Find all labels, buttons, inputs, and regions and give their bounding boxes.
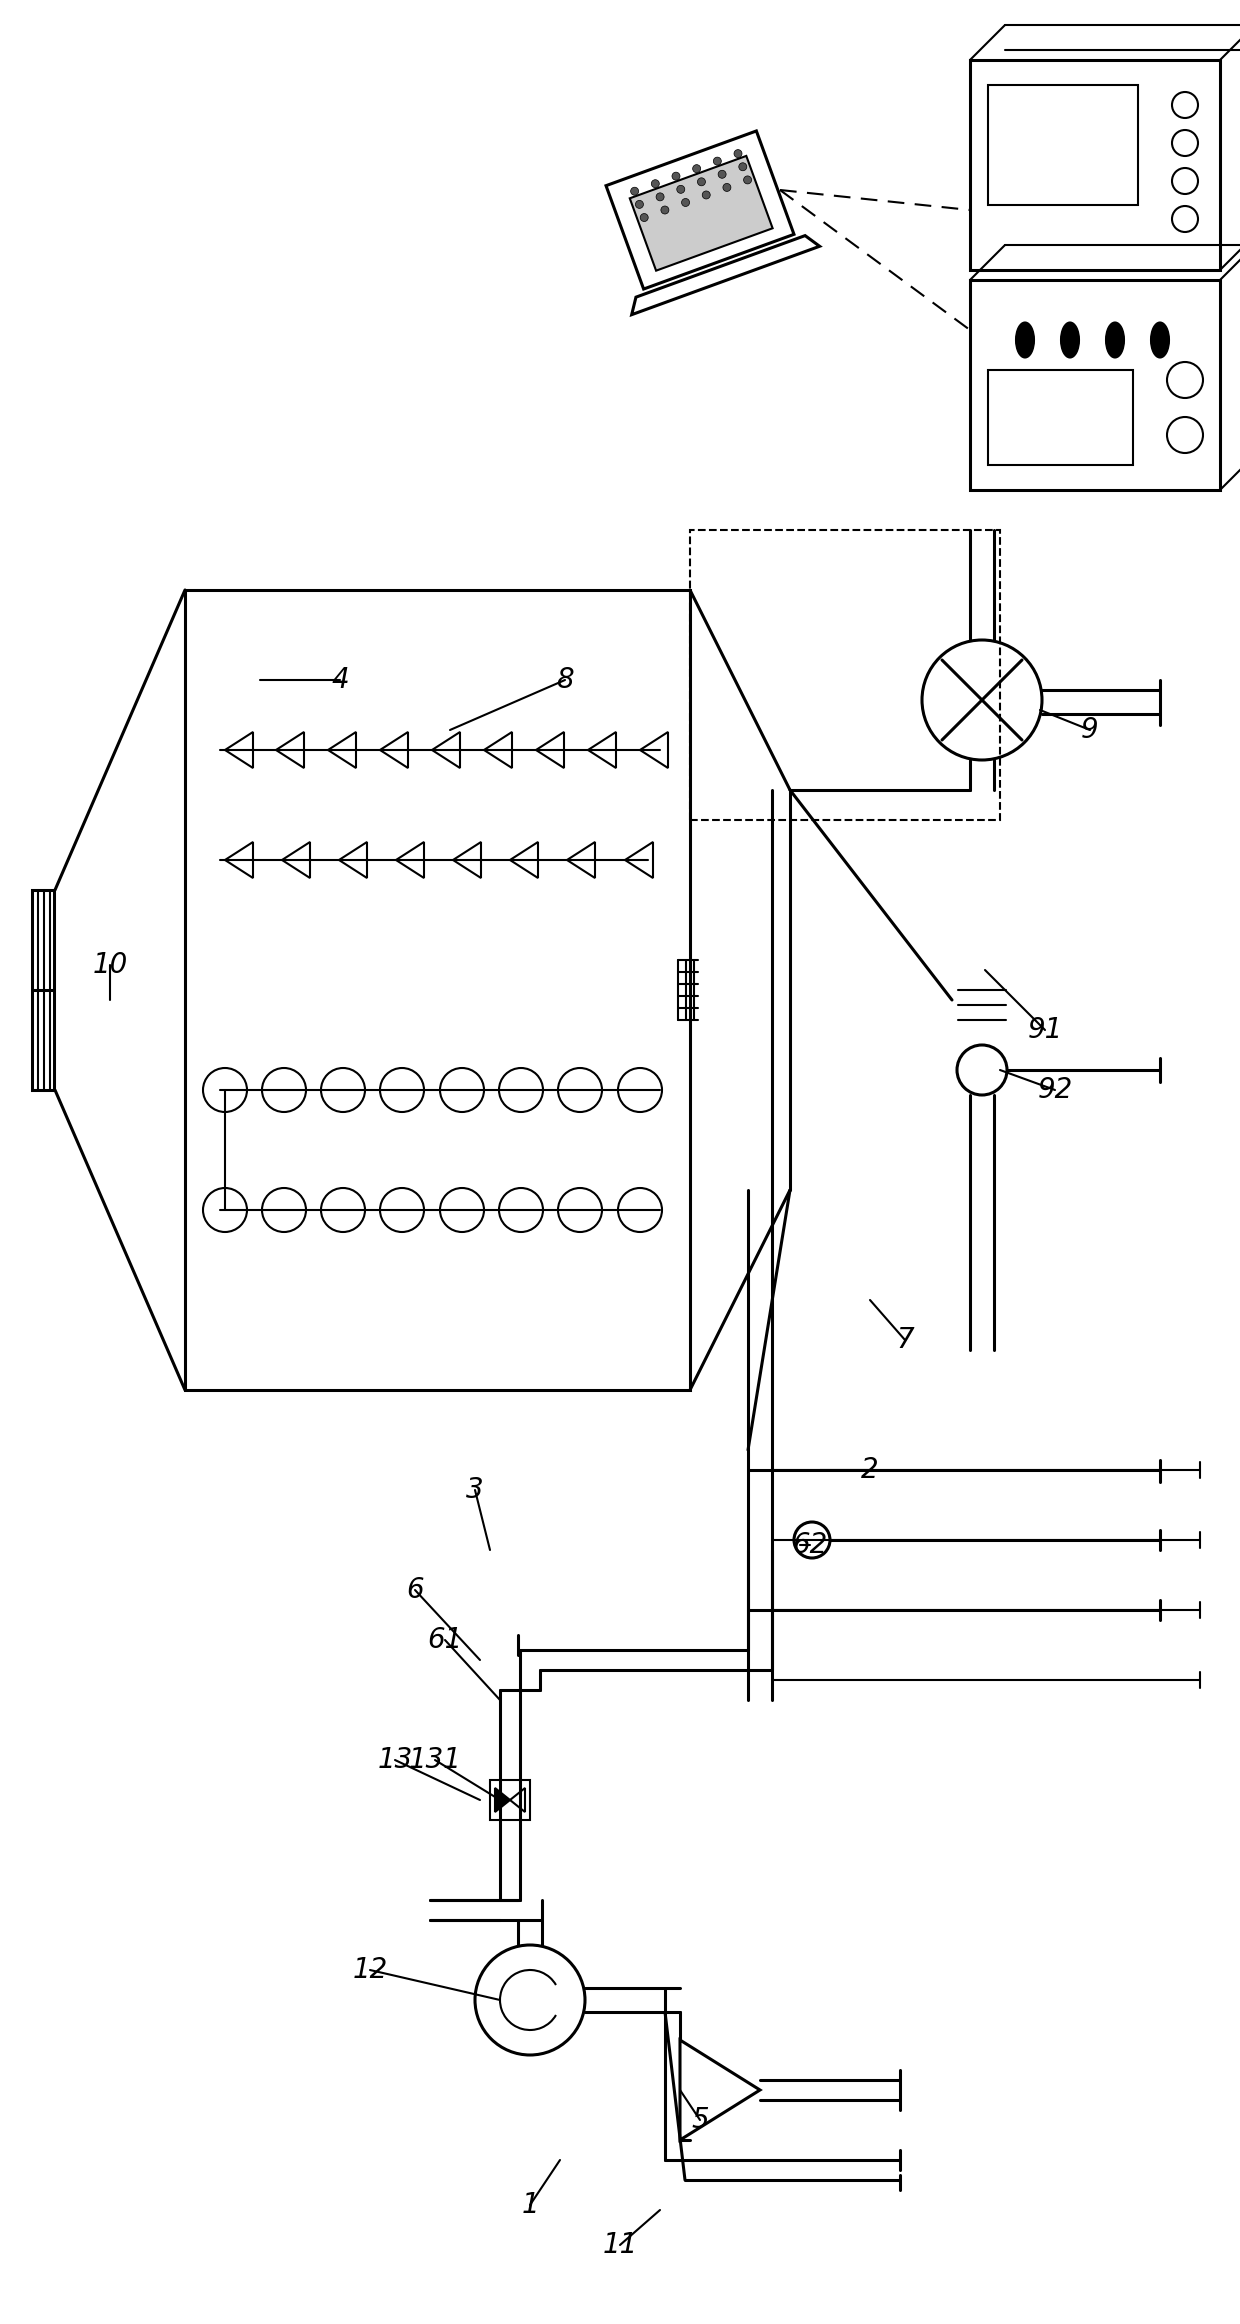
Text: 11: 11	[603, 2231, 637, 2259]
Circle shape	[677, 186, 684, 193]
Circle shape	[734, 149, 742, 158]
Text: 131: 131	[408, 1745, 461, 1773]
Ellipse shape	[1016, 323, 1034, 358]
Bar	[689, 530, 999, 820]
Text: 62: 62	[792, 1532, 827, 1559]
Circle shape	[718, 170, 727, 179]
Bar	[32, 890, 55, 1090]
Text: 91: 91	[1028, 1016, 1063, 1043]
Circle shape	[640, 214, 649, 221]
Bar	[970, 60, 1220, 270]
Text: 2: 2	[862, 1457, 879, 1485]
Text: 13: 13	[377, 1745, 413, 1773]
Circle shape	[672, 172, 680, 181]
Text: 8: 8	[557, 667, 574, 695]
Ellipse shape	[1106, 323, 1123, 358]
Bar	[185, 590, 689, 1390]
Text: 10: 10	[92, 951, 128, 978]
Circle shape	[744, 177, 751, 184]
Text: 9: 9	[1081, 716, 1099, 744]
Circle shape	[713, 158, 722, 165]
Text: 5: 5	[691, 2106, 709, 2133]
Circle shape	[661, 207, 668, 214]
Text: 7: 7	[897, 1327, 914, 1355]
Circle shape	[635, 200, 644, 209]
Circle shape	[697, 179, 706, 186]
Text: 1: 1	[521, 2192, 539, 2219]
Circle shape	[656, 193, 665, 200]
Bar	[970, 279, 1220, 490]
Circle shape	[723, 184, 730, 191]
Ellipse shape	[1151, 323, 1169, 358]
Bar	[490, 1780, 529, 1820]
Text: 6: 6	[407, 1576, 424, 1604]
Bar	[988, 370, 1133, 465]
Circle shape	[651, 179, 660, 188]
Text: 3: 3	[466, 1476, 484, 1504]
Text: 61: 61	[428, 1627, 463, 1655]
Circle shape	[739, 163, 746, 170]
Text: 92: 92	[1038, 1076, 1073, 1104]
Circle shape	[682, 198, 689, 207]
Circle shape	[631, 188, 639, 195]
Polygon shape	[495, 1787, 510, 1813]
Text: 12: 12	[352, 1957, 388, 1985]
Circle shape	[693, 165, 701, 172]
Text: 4: 4	[331, 667, 348, 695]
Circle shape	[702, 191, 711, 200]
Bar	[988, 86, 1138, 205]
Ellipse shape	[1061, 323, 1079, 358]
Polygon shape	[630, 156, 773, 270]
